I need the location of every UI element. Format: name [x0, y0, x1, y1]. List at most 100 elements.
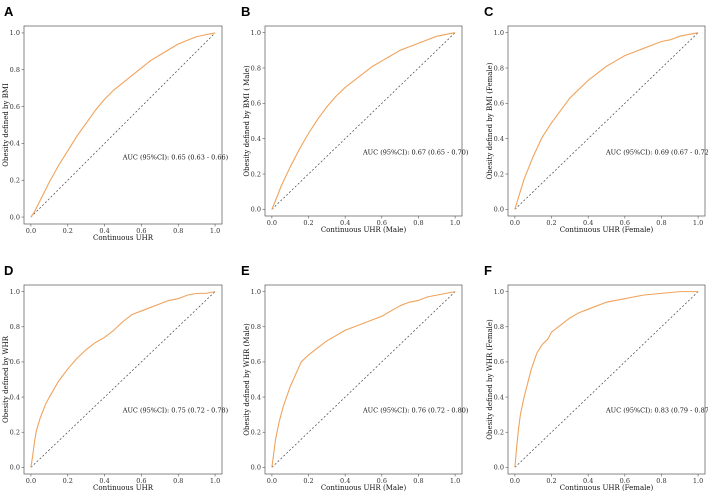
y-tick-label: 0.2: [494, 170, 504, 178]
panel-letter: F: [484, 263, 492, 278]
y-axis-title: Obesity defined by WHR (Male): [243, 323, 251, 436]
x-tick-label: 0.2: [63, 477, 73, 485]
x-tick-label: 0.2: [546, 219, 556, 227]
y-axis-title: Obesity defined by WHR (Female): [486, 319, 494, 440]
x-tick-label: 0.4: [583, 219, 593, 227]
x-tick-label: 0.2: [303, 477, 313, 485]
x-axis-title: Continuous UHR (Female): [560, 226, 654, 234]
y-tick-label: 0.8: [10, 66, 20, 74]
auc-annotation: AUC (95%CI): 0.69 (0.67 - 0.72): [605, 148, 708, 156]
plot-frame: [507, 284, 706, 475]
x-tick-label: 0.4: [583, 477, 593, 485]
y-tick-label: 0.8: [494, 323, 504, 331]
x-tick-label: 0.8: [173, 477, 183, 485]
y-tick-label: 0.6: [251, 358, 261, 366]
roc-panel-f: F 0.0 0.2 0.4 0.6 0.8 1.0 0.0 0.2 0.4 0.6 0.8 1.0 Con…: [484, 263, 708, 492]
x-tick-label: 1.0: [450, 477, 460, 485]
y-tick-label: 0.8: [251, 64, 261, 72]
y-tick-label: 0.8: [494, 64, 504, 72]
x-tick-label: 0.8: [413, 219, 423, 227]
roc-curve: [30, 32, 216, 218]
y-axis-title: Obesity defined by BMI: [2, 83, 10, 167]
y-tick-label: 0.0: [251, 464, 261, 472]
plot-frame: [264, 25, 463, 217]
x-tick-label: 0.0: [510, 219, 520, 227]
y-tick-label: 0.0: [494, 464, 504, 472]
x-tick-label: 0.0: [510, 477, 520, 485]
y-tick-label: 0.6: [494, 358, 504, 366]
x-tick-label: 0.8: [656, 477, 666, 485]
roc-curve: [271, 291, 456, 468]
y-axis-title: Obesity defined by WHR: [2, 335, 10, 423]
panel-letter: A: [4, 4, 14, 19]
auc-annotation: AUC (95%CI): 0.75 (0.72 - 0.78): [122, 407, 229, 415]
x-tick-label: 0.2: [303, 219, 313, 227]
y-tick-label: 0.4: [494, 135, 504, 143]
panel-letter: E: [241, 263, 250, 278]
y-tick-label: 0.2: [10, 429, 20, 437]
y-tick-label: 0.8: [10, 323, 20, 331]
y-tick-label: 0.0: [10, 464, 20, 472]
x-tick-label: 0.6: [377, 477, 387, 485]
x-tick-label: 0.6: [377, 219, 387, 227]
plot-frame: [23, 25, 223, 225]
y-tick-label: 1.0: [251, 29, 261, 37]
y-tick-label: 0.4: [251, 135, 261, 143]
y-tick-label: 0.4: [10, 140, 20, 148]
reference-diagonal: [271, 291, 456, 468]
x-tick-label: 1.0: [210, 477, 220, 485]
x-tick-label: 0.4: [340, 219, 350, 227]
roc-curve: [30, 291, 216, 468]
roc-panel-d: D 0.0 0.2 0.4 0.6 0.8 1.0 0.0 0.2 0.4 0.6 0.8 1.0 Con…: [2, 263, 229, 492]
panel-letter: C: [484, 4, 494, 19]
y-tick-label: 0.6: [251, 100, 261, 108]
panel-letter: B: [241, 4, 250, 19]
y-axis-title: Obesity defined by BMI ( Male): [243, 65, 251, 176]
roc-panel-e: E 0.0 0.2 0.4 0.6 0.8 1.0 0.0 0.2 0.4 0.6 0.8 1.0 Con…: [241, 263, 469, 492]
roc-curve: [271, 32, 456, 210]
x-tick-label: 0.0: [267, 219, 277, 227]
auc-annotation: AUC (95%CI): 0.83 (0.79 - 0.87): [605, 407, 708, 415]
reference-diagonal: [514, 32, 699, 210]
x-tick-label: 1.0: [210, 227, 220, 235]
reference-diagonal: [514, 291, 699, 468]
auc-annotation: AUC (95%CI): 0.76 (0.72 - 0.80): [362, 407, 469, 415]
x-tick-label: 1.0: [693, 219, 703, 227]
auc-annotation: AUC (95%CI): 0.65 (0.63 - 0.66): [122, 154, 229, 162]
y-tick-label: 0.6: [10, 358, 20, 366]
x-tick-label: 0.0: [267, 477, 277, 485]
plot-frame: [507, 25, 706, 217]
x-tick-label: 0.8: [413, 477, 423, 485]
x-tick-label: 0.0: [26, 227, 36, 235]
y-tick-label: 1.0: [494, 288, 504, 296]
plot-frame: [23, 284, 223, 475]
y-tick-label: 0.0: [251, 206, 261, 214]
y-tick-label: 0.0: [10, 213, 20, 221]
reference-diagonal: [30, 291, 216, 468]
x-axis-title: Continuous UHR (Male): [321, 484, 407, 492]
roc-curve: [514, 32, 699, 210]
roc-curve: [514, 291, 699, 468]
x-axis-title: Continuous UHR (Female): [560, 484, 654, 492]
y-tick-label: 0.2: [10, 177, 20, 185]
x-tick-label: 0.8: [656, 219, 666, 227]
x-tick-label: 1.0: [693, 477, 703, 485]
x-tick-label: 0.6: [620, 219, 630, 227]
plot-frame: [264, 284, 463, 475]
x-tick-label: 0.6: [136, 477, 146, 485]
x-tick-label: 0.4: [99, 477, 109, 485]
x-tick-label: 0.2: [63, 227, 73, 235]
x-tick-label: 0.4: [99, 227, 109, 235]
y-tick-label: 1.0: [10, 288, 20, 296]
x-tick-label: 0.4: [340, 477, 350, 485]
y-tick-label: 0.0: [494, 206, 504, 214]
y-tick-label: 1.0: [251, 288, 261, 296]
x-tick-label: 0.2: [546, 477, 556, 485]
y-tick-label: 0.6: [494, 100, 504, 108]
y-tick-label: 1.0: [494, 29, 504, 37]
y-tick-label: 0.4: [494, 393, 504, 401]
x-axis-title: Continuous UHR: [93, 484, 154, 492]
y-tick-label: 0.2: [251, 429, 261, 437]
